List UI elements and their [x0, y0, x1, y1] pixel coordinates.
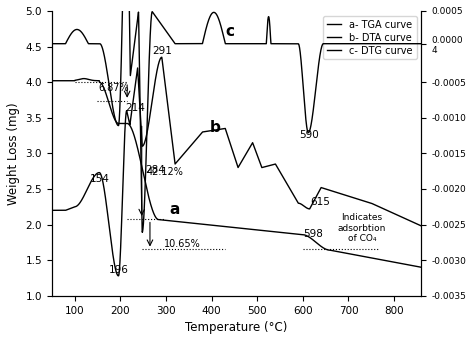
- Text: 154: 154: [90, 174, 110, 184]
- Text: b: b: [210, 120, 220, 135]
- Text: 590: 590: [299, 130, 319, 140]
- Text: 42.12%: 42.12%: [147, 167, 184, 177]
- Text: 6.87%: 6.87%: [98, 84, 129, 93]
- Text: 284: 284: [145, 165, 165, 175]
- Text: 598: 598: [303, 229, 323, 239]
- Text: c: c: [225, 24, 234, 39]
- Legend: a- TGA curve, b- DTA curve, c- DTG curve: a- TGA curve, b- DTA curve, c- DTG curve: [323, 16, 417, 59]
- Text: Indicates
adsorbtion
of CO₄: Indicates adsorbtion of CO₄: [338, 213, 386, 243]
- Text: a: a: [169, 202, 179, 217]
- X-axis label: Temperature (°C): Temperature (°C): [185, 321, 288, 334]
- Y-axis label: Weight Loss (mg): Weight Loss (mg): [7, 102, 20, 205]
- Text: 291: 291: [152, 46, 172, 56]
- Text: 615: 615: [311, 197, 331, 207]
- Text: 214: 214: [125, 103, 145, 113]
- Text: 196: 196: [108, 265, 128, 275]
- Text: 10.65%: 10.65%: [164, 239, 201, 249]
